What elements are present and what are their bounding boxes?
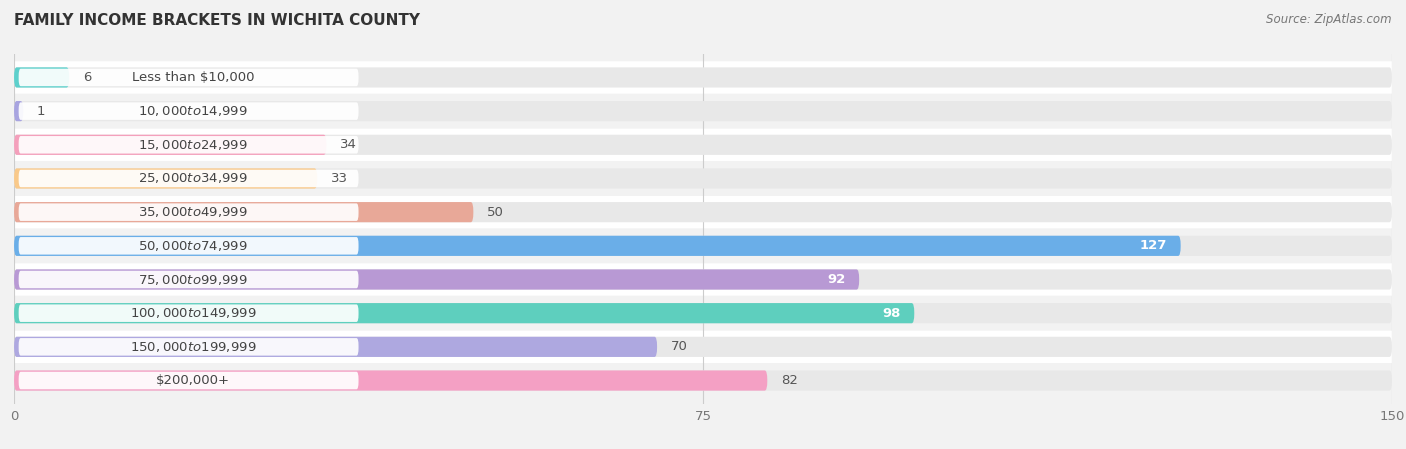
Text: 34: 34	[340, 138, 357, 151]
Text: $25,000 to $34,999: $25,000 to $34,999	[138, 172, 247, 185]
FancyBboxPatch shape	[14, 202, 1392, 222]
FancyBboxPatch shape	[14, 236, 1181, 256]
FancyBboxPatch shape	[14, 370, 768, 391]
FancyBboxPatch shape	[14, 128, 1392, 161]
Text: FAMILY INCOME BRACKETS IN WICHITA COUNTY: FAMILY INCOME BRACKETS IN WICHITA COUNTY	[14, 13, 420, 28]
Text: 70: 70	[671, 340, 688, 353]
FancyBboxPatch shape	[18, 69, 359, 86]
Text: $100,000 to $149,999: $100,000 to $149,999	[129, 306, 256, 320]
FancyBboxPatch shape	[14, 297, 1392, 330]
FancyBboxPatch shape	[14, 135, 326, 155]
Text: 82: 82	[782, 374, 799, 387]
FancyBboxPatch shape	[14, 303, 914, 323]
Text: $50,000 to $74,999: $50,000 to $74,999	[138, 239, 247, 253]
FancyBboxPatch shape	[14, 101, 24, 121]
Text: 6: 6	[83, 71, 91, 84]
FancyBboxPatch shape	[14, 269, 859, 290]
FancyBboxPatch shape	[14, 330, 1392, 363]
FancyBboxPatch shape	[14, 370, 1392, 391]
FancyBboxPatch shape	[18, 372, 359, 389]
Text: $10,000 to $14,999: $10,000 to $14,999	[138, 104, 247, 118]
Text: 33: 33	[330, 172, 347, 185]
FancyBboxPatch shape	[14, 168, 318, 189]
Text: $15,000 to $24,999: $15,000 to $24,999	[138, 138, 247, 152]
Text: 92: 92	[827, 273, 845, 286]
FancyBboxPatch shape	[14, 95, 1392, 127]
Text: $200,000+: $200,000+	[156, 374, 231, 387]
FancyBboxPatch shape	[14, 168, 1392, 189]
Text: 50: 50	[486, 206, 503, 219]
Text: 127: 127	[1139, 239, 1167, 252]
FancyBboxPatch shape	[14, 202, 474, 222]
FancyBboxPatch shape	[18, 170, 359, 187]
FancyBboxPatch shape	[14, 67, 69, 88]
FancyBboxPatch shape	[14, 337, 1392, 357]
FancyBboxPatch shape	[14, 365, 1392, 397]
Text: $150,000 to $199,999: $150,000 to $199,999	[129, 340, 256, 354]
FancyBboxPatch shape	[14, 135, 1392, 155]
Text: $35,000 to $49,999: $35,000 to $49,999	[138, 205, 247, 219]
FancyBboxPatch shape	[14, 229, 1392, 262]
FancyBboxPatch shape	[14, 67, 1392, 88]
FancyBboxPatch shape	[14, 337, 657, 357]
FancyBboxPatch shape	[18, 304, 359, 322]
FancyBboxPatch shape	[14, 162, 1392, 194]
Text: Less than $10,000: Less than $10,000	[132, 71, 254, 84]
Text: 98: 98	[882, 307, 900, 320]
FancyBboxPatch shape	[14, 263, 1392, 295]
FancyBboxPatch shape	[14, 61, 1392, 94]
FancyBboxPatch shape	[14, 303, 1392, 323]
FancyBboxPatch shape	[18, 136, 359, 154]
FancyBboxPatch shape	[18, 338, 359, 356]
FancyBboxPatch shape	[18, 271, 359, 288]
FancyBboxPatch shape	[14, 236, 1392, 256]
FancyBboxPatch shape	[18, 237, 359, 255]
Text: 1: 1	[37, 105, 45, 118]
FancyBboxPatch shape	[18, 102, 359, 120]
FancyBboxPatch shape	[18, 203, 359, 221]
Text: $75,000 to $99,999: $75,000 to $99,999	[138, 273, 247, 286]
FancyBboxPatch shape	[14, 269, 1392, 290]
Text: Source: ZipAtlas.com: Source: ZipAtlas.com	[1267, 13, 1392, 26]
FancyBboxPatch shape	[14, 101, 1392, 121]
FancyBboxPatch shape	[14, 196, 1392, 228]
